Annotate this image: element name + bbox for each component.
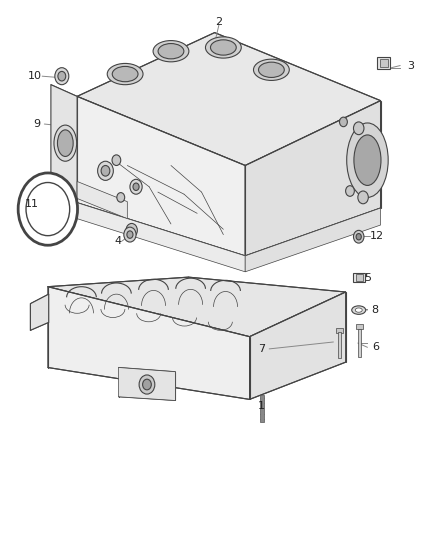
Bar [356,324,363,329]
FancyBboxPatch shape [377,57,390,69]
Ellipse shape [54,125,77,161]
Text: 6: 6 [372,342,379,352]
Circle shape [133,183,139,190]
Circle shape [143,379,151,390]
Ellipse shape [205,37,241,58]
Circle shape [112,155,121,165]
Circle shape [353,230,364,243]
Polygon shape [245,208,381,272]
Circle shape [346,185,354,196]
Polygon shape [48,287,250,399]
Circle shape [130,179,142,194]
FancyBboxPatch shape [353,273,365,282]
Text: 3: 3 [407,61,414,70]
Ellipse shape [107,63,143,85]
Ellipse shape [352,306,366,314]
Ellipse shape [355,308,362,312]
Polygon shape [77,203,245,272]
Bar [336,328,343,334]
Bar [338,333,341,358]
Circle shape [58,71,66,81]
Text: 7: 7 [258,344,265,354]
Ellipse shape [354,135,381,185]
Text: 8: 8 [372,305,379,315]
Ellipse shape [254,59,289,80]
Text: 5: 5 [364,273,371,283]
Text: 11: 11 [25,199,39,209]
Ellipse shape [153,41,189,62]
FancyBboxPatch shape [356,274,363,281]
Circle shape [124,227,136,242]
Polygon shape [48,277,346,337]
Polygon shape [77,181,127,219]
Polygon shape [77,33,381,165]
Text: 4: 4 [114,236,121,246]
Ellipse shape [112,67,138,82]
Polygon shape [119,368,175,400]
Ellipse shape [211,40,236,55]
Polygon shape [77,96,245,256]
Circle shape [18,173,78,245]
Bar [260,395,264,422]
Circle shape [126,223,138,237]
Ellipse shape [258,62,284,77]
Text: 9: 9 [33,119,40,129]
Circle shape [353,122,364,135]
Ellipse shape [347,123,388,197]
Text: 2: 2 [215,17,223,27]
Circle shape [339,117,347,127]
Polygon shape [250,292,346,399]
Circle shape [101,165,110,176]
Text: 1: 1 [258,401,265,411]
Polygon shape [30,294,49,330]
Polygon shape [51,85,77,203]
Circle shape [98,161,113,180]
Circle shape [127,231,133,238]
Text: 10: 10 [28,71,42,81]
FancyBboxPatch shape [380,59,388,67]
Circle shape [139,375,155,394]
Circle shape [26,182,70,236]
Ellipse shape [57,130,73,157]
Circle shape [356,233,361,240]
Bar [358,329,361,357]
Ellipse shape [158,44,184,59]
Text: 12: 12 [370,231,384,241]
Circle shape [55,68,69,85]
Polygon shape [245,101,381,256]
Circle shape [117,192,125,202]
Circle shape [358,191,368,204]
